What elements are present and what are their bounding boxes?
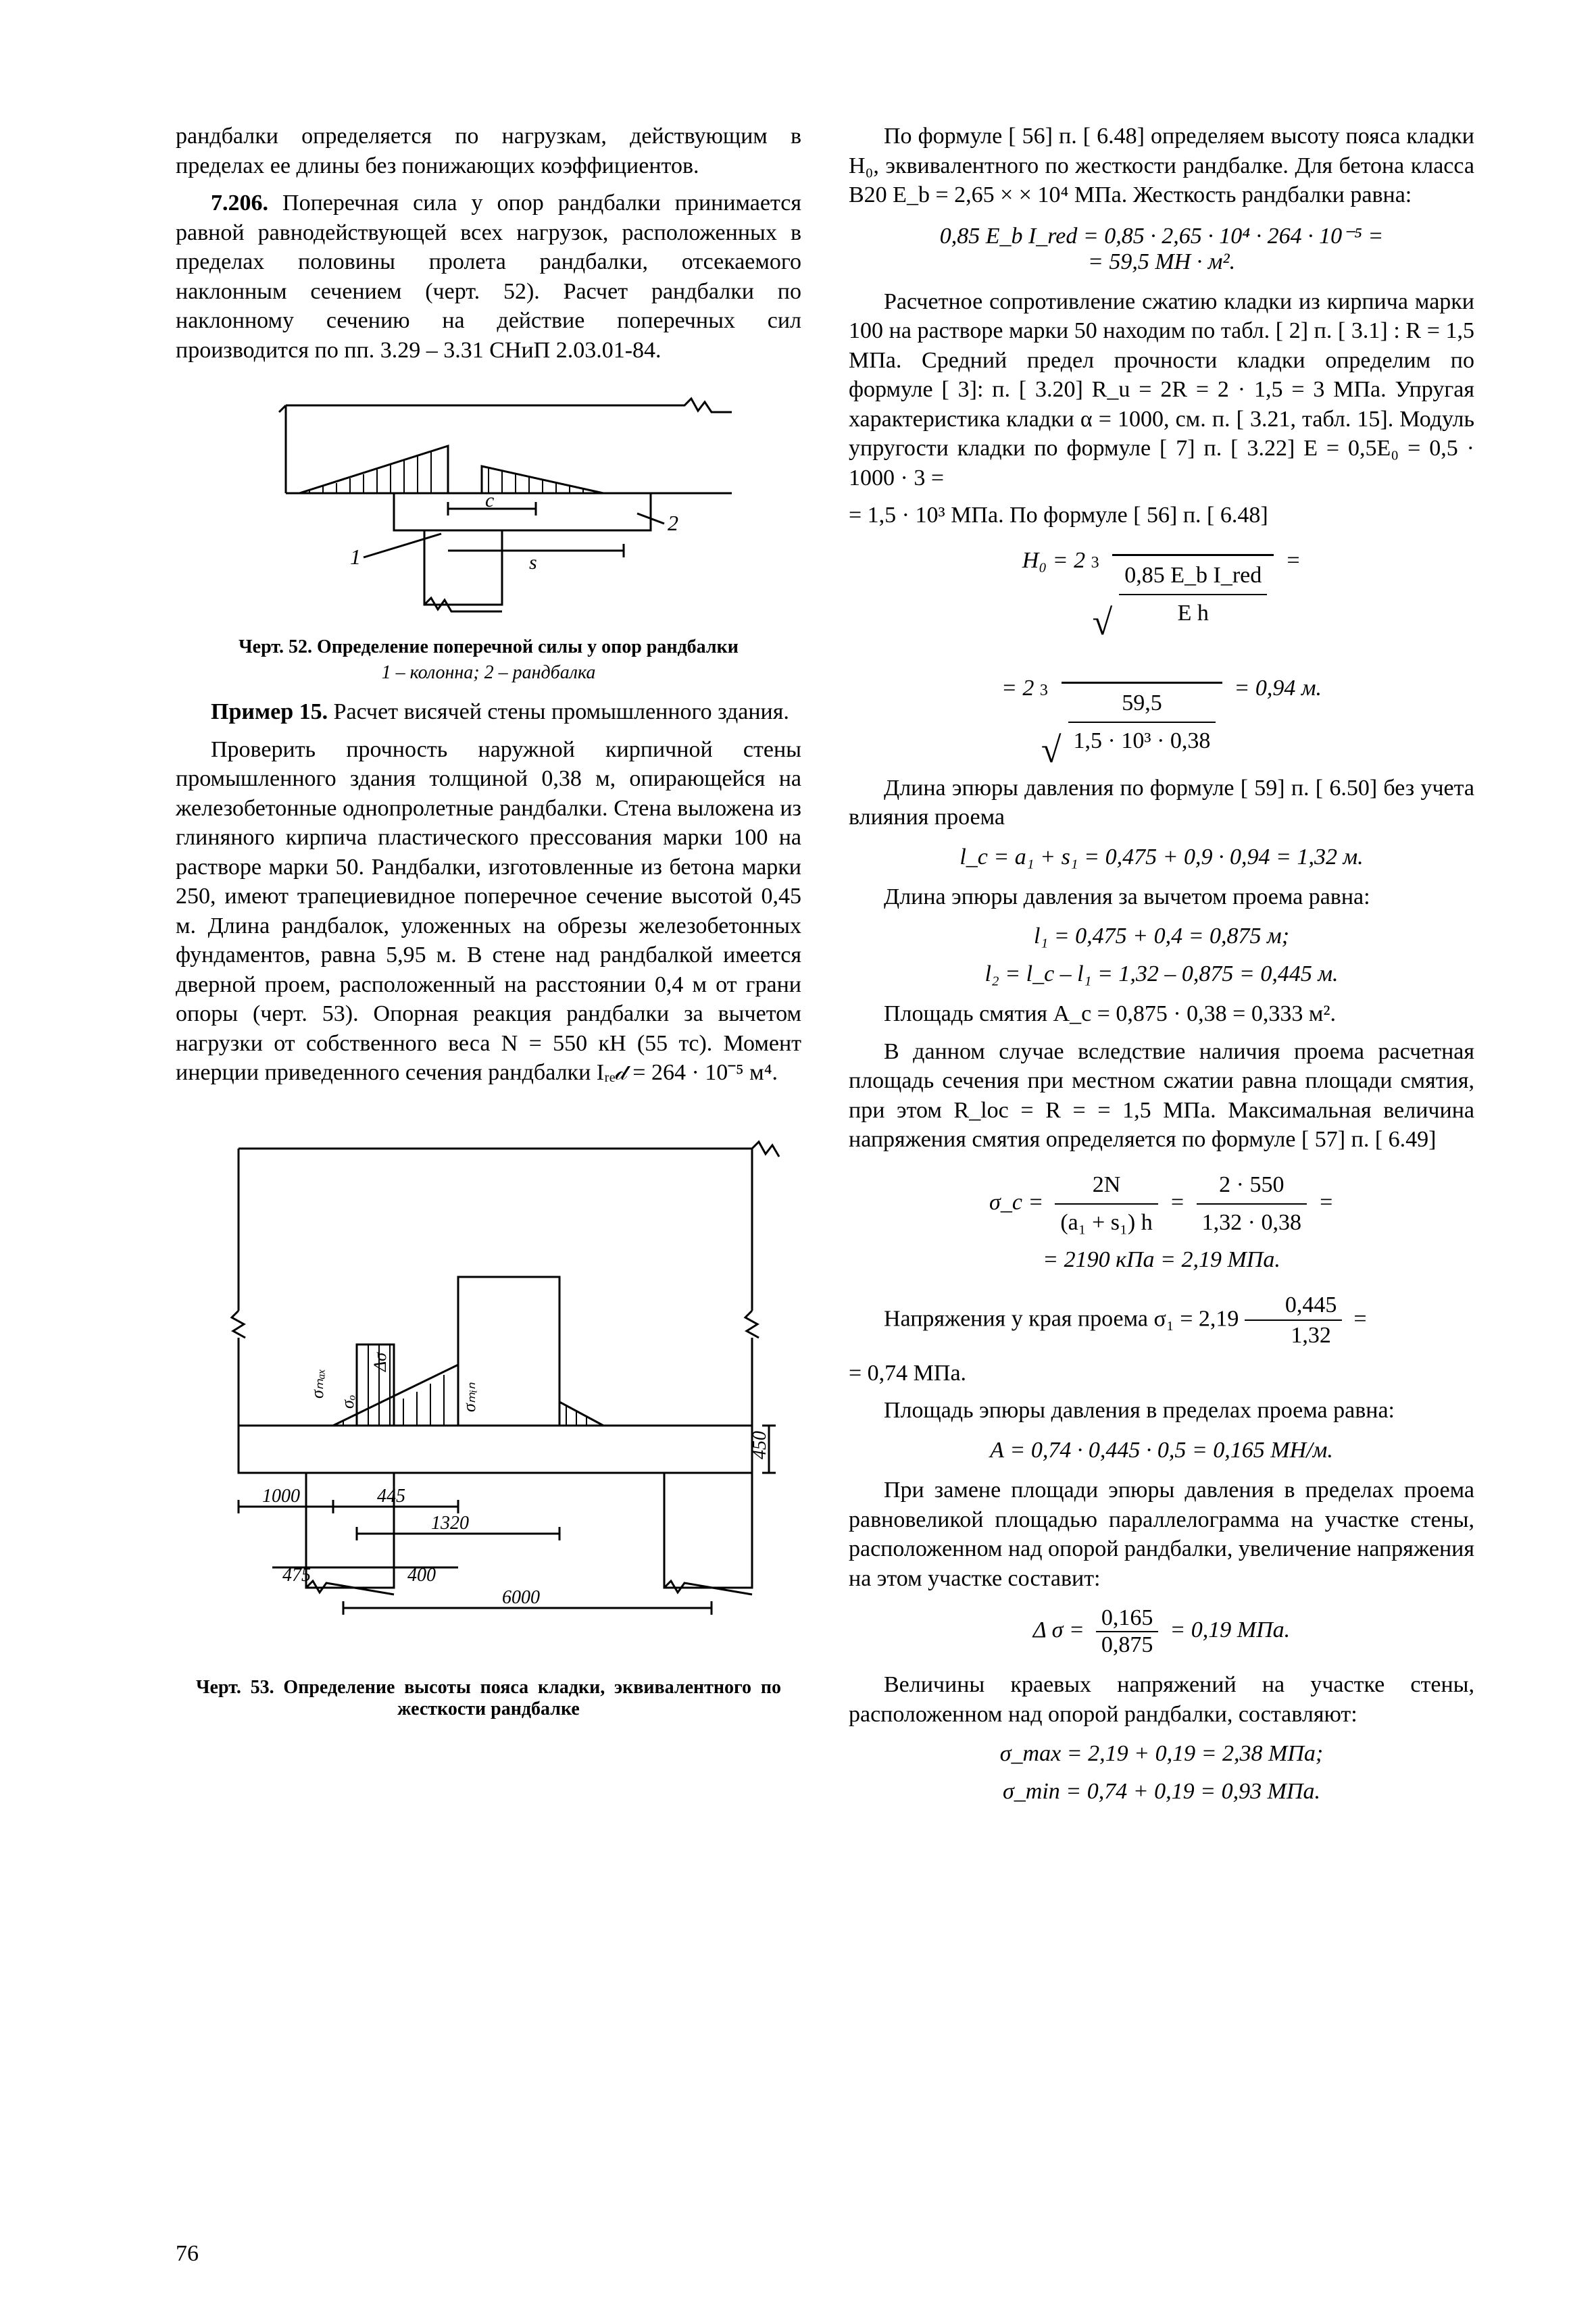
r-p2: Расчетное сопротивление сжатию кладки из… bbox=[849, 287, 1474, 493]
dim-450: 450 bbox=[749, 1431, 770, 1459]
para-lead: 7.206. bbox=[211, 191, 268, 216]
eq6-top: 0,445 bbox=[1245, 1290, 1343, 1322]
r-p8: Площадь эпюры давления в пределах проема… bbox=[849, 1396, 1474, 1426]
eq5-b1: (a₁ + s₁) h bbox=[1055, 1205, 1157, 1241]
root-deg-1: 3 bbox=[1091, 550, 1099, 576]
root2-bot: 1,5 · 10³ · 0,38 bbox=[1068, 723, 1216, 759]
eq-8: Δ σ = 0,165 0,875 = 0,19 МПа. bbox=[849, 1605, 1474, 1658]
eq-9a: σ_max = 2,19 + 0,19 = 2,38 МПа; bbox=[849, 1741, 1474, 1767]
eq-3: l_c = a₁ + s₁ = 0,475 + 0,9 · 0,94 = 1,3… bbox=[849, 845, 1474, 870]
eq-4a: l₁ = 0,475 + 0,4 = 0,875 м; bbox=[849, 924, 1474, 949]
eq-5: σ_c = 2N (a₁ + s₁) h = 2 · 550 1,32 · 0,… bbox=[849, 1167, 1474, 1278]
r-p7: Напряжения у края проема σ₁ = 2,19 0,445… bbox=[849, 1290, 1474, 1351]
eq-1: 0,85 E_b I_red = 0,85 · 2,65 · 10⁴ · 264… bbox=[849, 222, 1474, 275]
root-deg-2: 3 bbox=[1040, 678, 1048, 703]
example-15-body: Проверить прочность наружной кирпичной с… bbox=[176, 735, 801, 1088]
eq-4b: l₂ = l_c – l₁ = 1,32 – 0,875 = 0,445 м. bbox=[849, 961, 1474, 987]
eq2-h0: H₀ = 2 bbox=[1022, 548, 1085, 573]
r-p9: При замене площади эпюры давления в пред… bbox=[849, 1476, 1474, 1593]
right-column: По формуле [ 56] п. [ 6.48] определяем в… bbox=[849, 122, 1474, 1817]
fig52-label-1: 1 bbox=[350, 545, 361, 569]
lbl-sigmin: σₘᵢₙ bbox=[459, 1382, 479, 1412]
para-text: Поперечная сила у опор рандбалки принима… bbox=[176, 191, 801, 363]
r-p7c: = 0,74 МПа. bbox=[849, 1359, 1474, 1388]
para-7-206: 7.206. Поперечная сила у опор рандбалки … bbox=[176, 188, 801, 365]
r-p4: Длина эпюры давления за вычетом проема р… bbox=[849, 882, 1474, 912]
example-text: Расчет висячей стены промышленного здани… bbox=[328, 699, 789, 724]
root1-top: 0,85 E_b I_red bbox=[1119, 557, 1267, 595]
eq2-tail: = 0,94 м. bbox=[1234, 676, 1322, 701]
eq5-mid: = bbox=[1170, 1190, 1185, 1215]
eq8-b: 0,875 bbox=[1096, 1632, 1159, 1658]
example-lead: Пример 15. bbox=[211, 699, 328, 724]
r-p2b: = 1,5 · 10³ МПа. По формуле [ 56] п. [ 6… bbox=[849, 501, 1474, 530]
figure-52-svg: 1 2 c s bbox=[245, 385, 732, 622]
example-15-head: Пример 15. Расчет висячей стены промышле… bbox=[176, 697, 801, 727]
page-number: 76 bbox=[176, 2241, 199, 2267]
eq5-l2: = 2190 кПа = 2,19 МПа. bbox=[1043, 1247, 1280, 1272]
dim-475: 475 bbox=[282, 1565, 311, 1586]
figure-52-caption: Черт. 52. Определение поперечной силы у … bbox=[176, 636, 801, 658]
eq5-b2: 1,32 · 0,38 bbox=[1197, 1205, 1307, 1241]
dim-1320: 1320 bbox=[431, 1513, 469, 1534]
eq5-t1: 2N bbox=[1055, 1167, 1157, 1205]
eq2-mid: = 2 bbox=[1001, 676, 1034, 701]
left-column: рандбалки определяется по нагрузкам, дей… bbox=[176, 122, 801, 1817]
eq8-tail: = 0,19 МПа. bbox=[1170, 1617, 1290, 1642]
eq-2: H₀ = 2 3 √ 0,85 E_b I_red E h = = 2 3 bbox=[849, 543, 1474, 761]
figure-52-legend: 1 – колонна; 2 – рандбалка bbox=[176, 662, 801, 684]
p7b: = bbox=[1353, 1306, 1366, 1331]
r-p1: По формуле [ 56] п. [ 6.48] определяем в… bbox=[849, 122, 1474, 210]
r-p3: Длина эпюры давления по формуле [ 59] п.… bbox=[849, 774, 1474, 832]
r-p5: Площадь смятия A_c = 0,875 · 0,38 = 0,33… bbox=[849, 999, 1474, 1029]
eq8-lhs: Δ σ = bbox=[1033, 1617, 1084, 1642]
r-p10: Величины краевых напряжений на участке с… bbox=[849, 1670, 1474, 1729]
eq5-lhs: σ_c = bbox=[989, 1190, 1043, 1215]
eq-7: А = 0,74 · 0,445 · 0,5 = 0,165 МН/м. bbox=[849, 1438, 1474, 1463]
eq5-t: = bbox=[1318, 1190, 1334, 1215]
page: рандбалки определяется по нагрузкам, дей… bbox=[0, 0, 1596, 2314]
eq8-t: 0,165 bbox=[1096, 1605, 1159, 1632]
eq1-l1: 0,85 E_b I_red = 0,85 · 2,65 · 10⁴ · 264… bbox=[940, 224, 1384, 249]
figure-52: 1 2 c s bbox=[176, 385, 801, 622]
root2-top: 59,5 bbox=[1068, 685, 1216, 723]
figure-53: 1000 445 475 400 1320 6000 450 σₘₐₓ σₒ Δ… bbox=[176, 1108, 801, 1662]
eq-9b: σ_min = 0,74 + 0,19 = 0,93 МПа. bbox=[849, 1779, 1474, 1805]
lbl-sigmax: σₘₐₓ bbox=[307, 1369, 327, 1399]
figure-53-svg: 1000 445 475 400 1320 6000 450 σₘₐₓ σₒ Δ… bbox=[191, 1108, 786, 1662]
dim-6000: 6000 bbox=[502, 1587, 540, 1608]
p7a: Напряжения у края проема σ₁ = 2,19 bbox=[884, 1306, 1239, 1331]
lbl-sigma0: σₒ bbox=[338, 1395, 357, 1409]
fig52-label-2: 2 bbox=[668, 511, 678, 535]
root-2: 3 √ 59,5 1,5 · 10³ · 0,38 bbox=[1040, 682, 1222, 761]
eq6-bot: 1,32 bbox=[1245, 1321, 1343, 1351]
dim-445: 445 bbox=[377, 1486, 405, 1507]
eq5-t2: 2 · 550 bbox=[1197, 1167, 1307, 1205]
lbl-dsigma: Δσ bbox=[370, 1352, 390, 1372]
fig52-label-s: s bbox=[529, 551, 537, 574]
root1-bot: E h bbox=[1119, 595, 1267, 632]
para-cont: рандбалки определяется по нагрузкам, дей… bbox=[176, 122, 801, 180]
eq1-l2: = 59,5 МН · м². bbox=[1088, 249, 1235, 274]
r-p6: В данном случае вследствие наличия проем… bbox=[849, 1037, 1474, 1155]
root-1: 3 √ 0,85 E_b I_red E h bbox=[1091, 554, 1274, 634]
two-column-layout: рандбалки определяется по нагрузкам, дей… bbox=[176, 122, 1474, 1817]
dim-400: 400 bbox=[407, 1565, 436, 1586]
dim-1000: 1000 bbox=[262, 1486, 300, 1507]
fig52-label-c: c bbox=[485, 489, 494, 511]
figure-53-caption: Черт. 53. Определение высоты пояса кладк… bbox=[176, 1677, 801, 1720]
